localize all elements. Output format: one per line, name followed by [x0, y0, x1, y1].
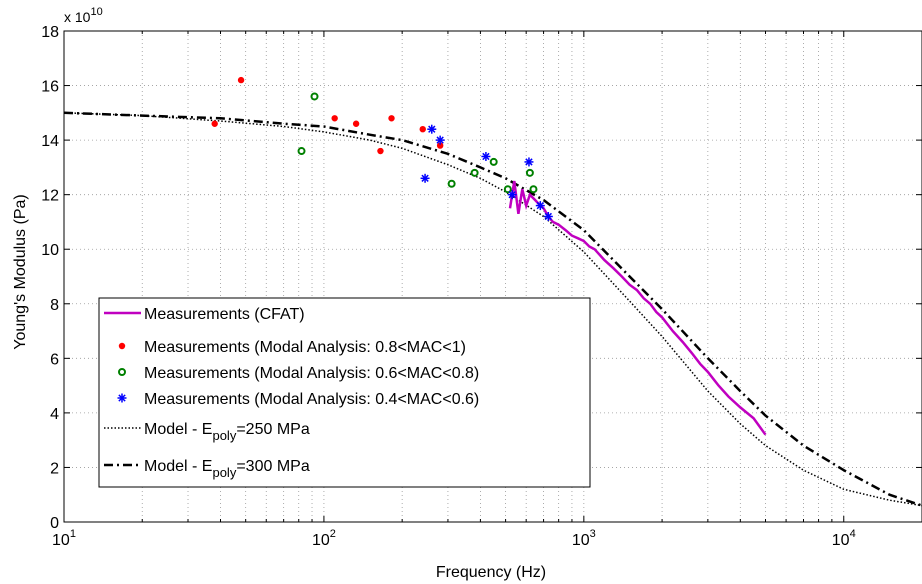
model-lines [63, 111, 922, 507]
data-point-3 [524, 157, 534, 167]
legend-label-1: Measurements (Modal Analysis: 0.8<MAC<1) [144, 339, 466, 356]
data-point-3 [435, 135, 445, 145]
y-tick-label: 18 [41, 24, 59, 41]
data-point-1 [436, 142, 444, 149]
y-axis-label: Young's Modulus (Pa) [12, 194, 29, 349]
legend-label-2: Measurements (Modal Analysis: 0.6<MAC<0.… [144, 365, 479, 382]
data-point-1 [211, 120, 218, 127]
y-tick-label: 6 [50, 351, 59, 368]
legend-label-3: Measurements (Modal Analysis: 0.4<MAC<0.… [144, 391, 479, 408]
y-tick-label: 8 [50, 297, 59, 314]
data-point-1 [419, 126, 426, 133]
data-point-2 [447, 179, 456, 188]
legend: Measurements (CFAT) Measurements (Modal A… [98, 297, 591, 488]
legend-swatch-1 [118, 342, 126, 350]
series-line-5 [63, 111, 922, 507]
data-point-1 [237, 76, 245, 84]
data-point-1 [377, 147, 384, 155]
cfat-line [508, 180, 767, 436]
data-point-3 [427, 124, 437, 134]
series-line-4 [63, 112, 922, 507]
y-tick-label: 4 [50, 406, 59, 423]
data-point-2 [470, 168, 479, 177]
x-tick-label: 102 [312, 528, 336, 549]
axis-ticks: 0 2 4 6 8 10 12 14 16 18 101 102 103 104 [41, 24, 922, 549]
data-points [211, 76, 553, 221]
y-tick-label: 16 [41, 79, 59, 96]
legend-swatch-2 [118, 368, 126, 376]
legend-label-0: Measurements (CFAT) [144, 306, 305, 323]
data-point-1 [388, 115, 395, 122]
data-point-2 [529, 185, 538, 194]
legend-label-5: Model - Epoly=300 MPa [144, 458, 310, 480]
data-point-2 [310, 92, 319, 101]
x-axis-label: Frequency (Hz) [436, 564, 546, 581]
data-point-1 [352, 120, 360, 127]
y-tick-label: 10 [41, 242, 59, 259]
y-multiplier: x 1010 [64, 6, 103, 25]
data-point-3 [507, 190, 517, 200]
x-tick-label: 104 [832, 528, 856, 549]
data-point-2 [525, 168, 534, 177]
series-line-0 [508, 180, 767, 436]
legend-box [98, 297, 591, 488]
plot-frame [63, 30, 922, 523]
data-point-2 [503, 185, 512, 194]
y-tick-label: 0 [50, 515, 59, 532]
legend-label-4: Model - Epoly=250 MPa [144, 421, 310, 443]
data-point-3 [481, 151, 491, 161]
data-point-2 [297, 147, 306, 156]
y-tick-label: 2 [50, 460, 59, 477]
y-tick-label: 14 [41, 133, 59, 150]
data-point-3 [420, 173, 430, 183]
data-point-1 [331, 115, 338, 122]
x-tick-label: 101 [52, 528, 76, 549]
y-tick-label: 12 [41, 188, 59, 205]
x-tick-label: 103 [572, 528, 596, 549]
data-point-3 [543, 211, 553, 221]
data-point-3 [535, 201, 545, 211]
data-point-2 [489, 157, 498, 166]
legend-swatch-3 [117, 393, 127, 403]
